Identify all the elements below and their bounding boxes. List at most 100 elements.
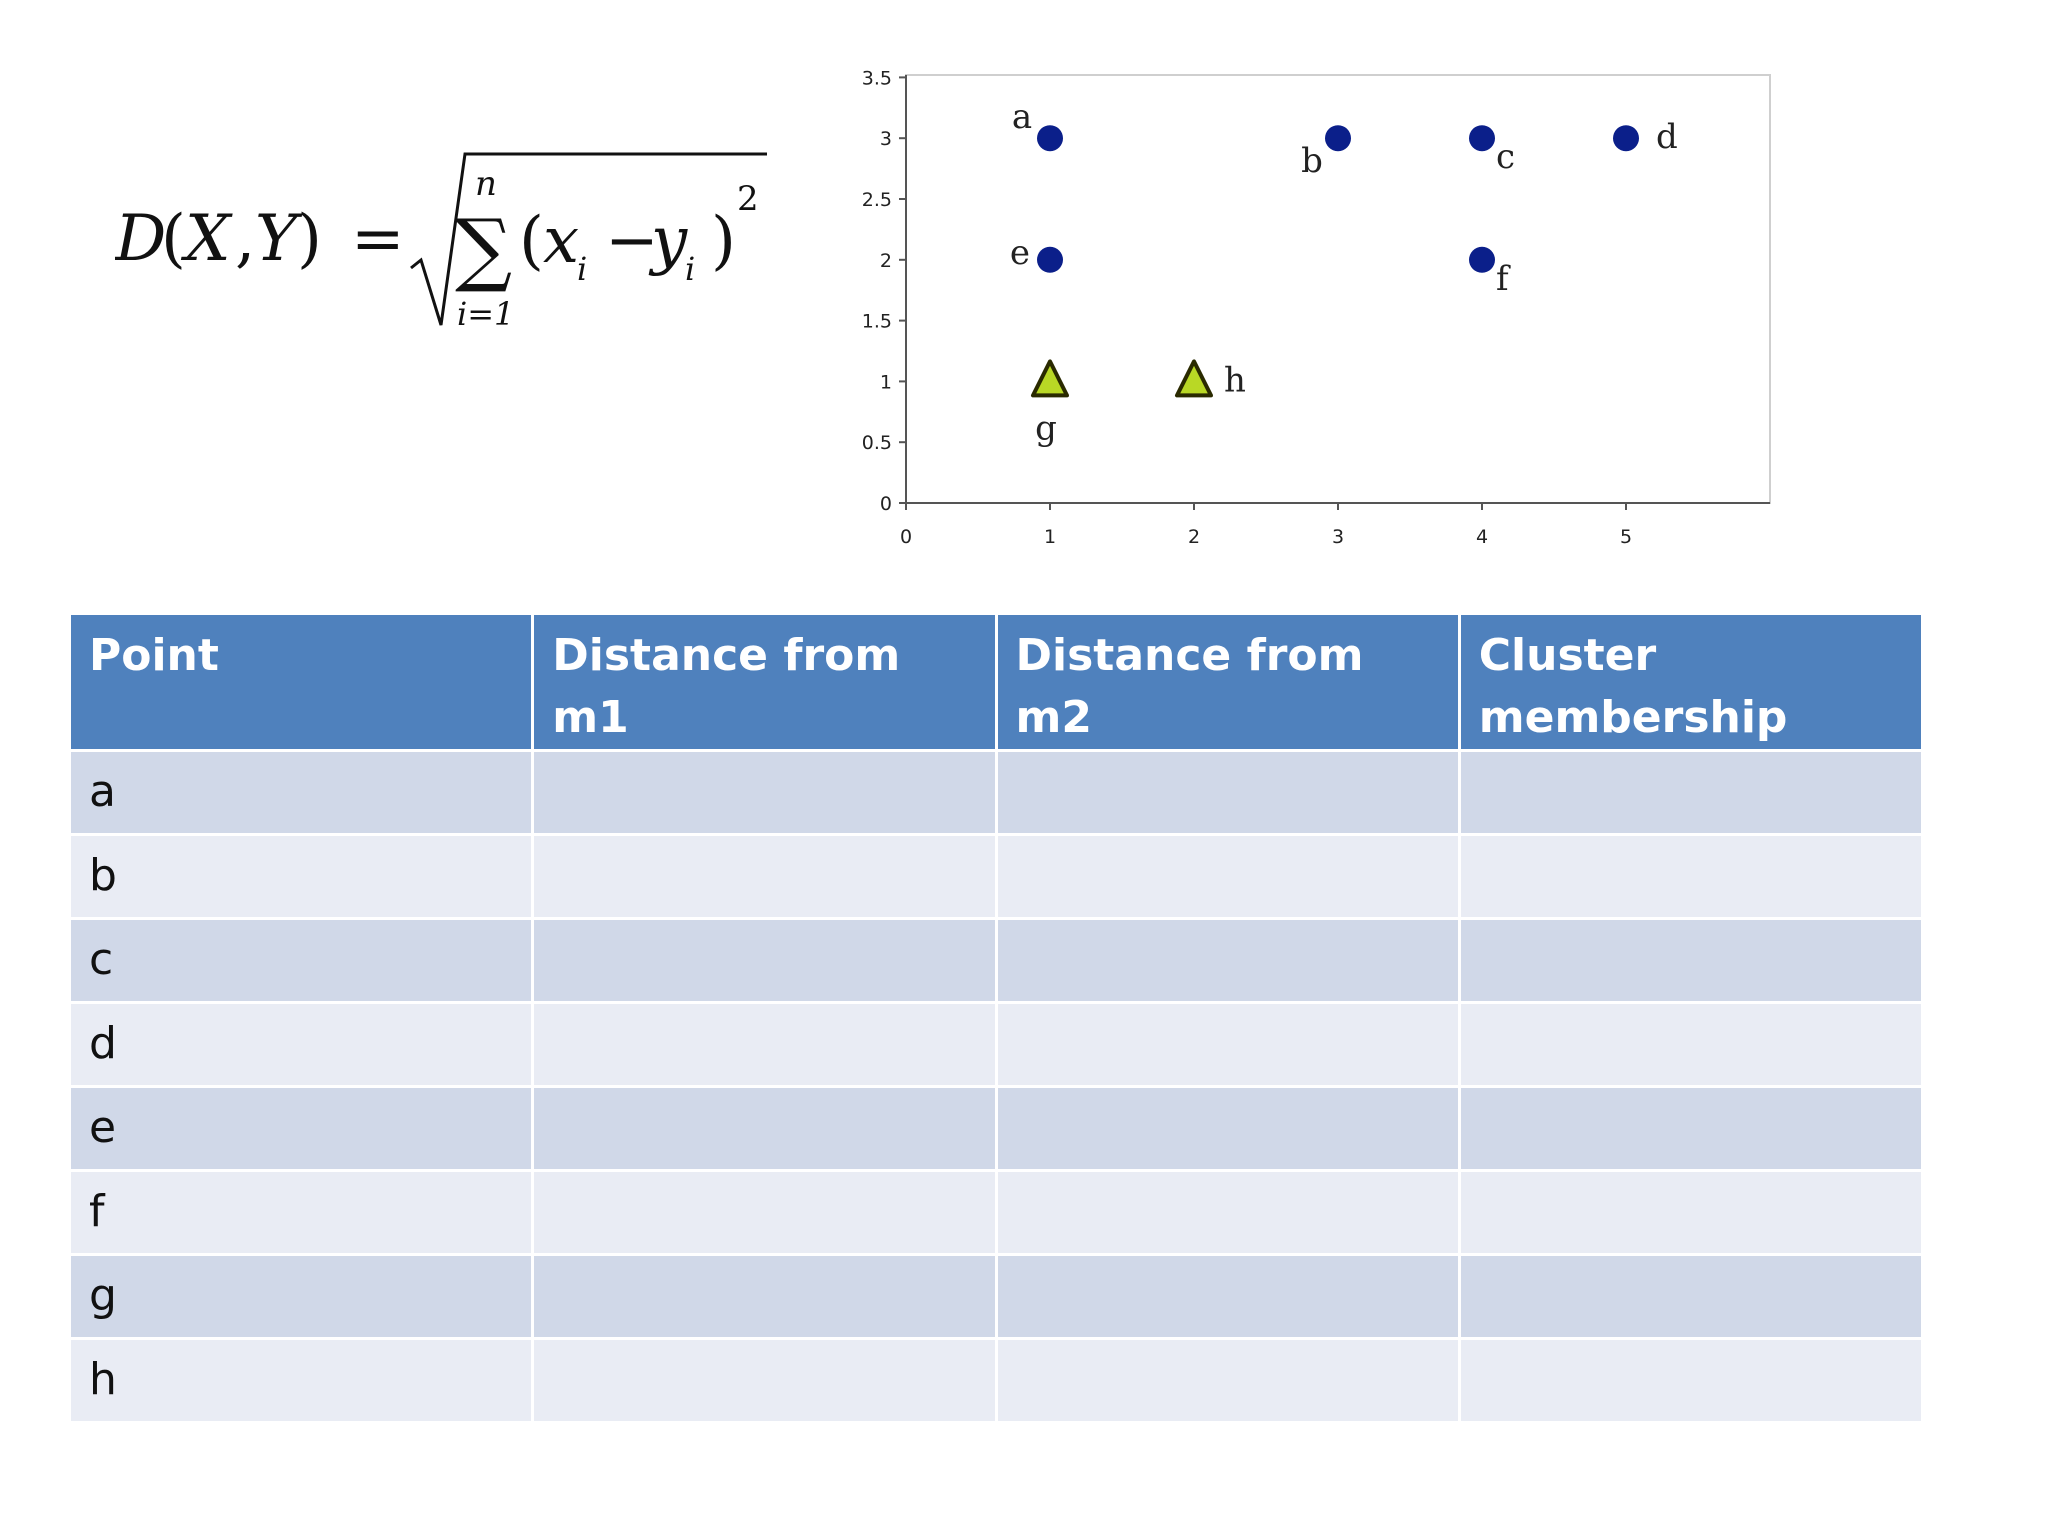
point-label-e: e: [1010, 233, 1030, 273]
y-tick-label: 1.5: [862, 311, 892, 333]
formula-term-x-subscript: i: [577, 250, 587, 288]
point-label-b: b: [1301, 141, 1323, 181]
formula-lhs-d: D: [115, 202, 166, 276]
formula-term-y: y: [648, 204, 688, 278]
x-axis-ticks: 0 1 2 3 4 5: [900, 503, 1632, 548]
point-e: [1037, 246, 1063, 273]
point-d: [1613, 125, 1639, 152]
cell-cluster-membership[interactable]: [1457, 1337, 1925, 1424]
table-row: g: [67, 1253, 1925, 1340]
cell-distance-m1[interactable]: [531, 749, 998, 836]
y-tick-label: 3.5: [862, 67, 892, 89]
point-label-a: a: [1012, 97, 1032, 137]
cell-cluster-membership[interactable]: [1457, 1001, 1925, 1088]
header-cluster-membership: Cluster membership: [1457, 612, 1925, 752]
point-h: [1175, 359, 1213, 398]
cell-point: b: [67, 833, 535, 920]
formula-term-close-paren: ): [711, 204, 736, 278]
formula-exponent: 2: [737, 179, 759, 219]
cell-distance-m2[interactable]: [994, 749, 1461, 836]
formula-sum-symbol: ∑: [455, 202, 512, 295]
cell-distance-m1[interactable]: [531, 917, 998, 1004]
x-tick-label: 4: [1476, 526, 1488, 548]
table-row: d: [67, 1001, 1925, 1088]
table-row: c: [67, 917, 1925, 1004]
cell-distance-m2[interactable]: [994, 1253, 1461, 1340]
point-c: [1469, 125, 1495, 152]
x-tick-label: 1: [1044, 526, 1056, 548]
cell-point: e: [67, 1085, 535, 1172]
header-point: Point: [67, 612, 535, 752]
cell-distance-m2[interactable]: [994, 1085, 1461, 1172]
formula-lhs-close-paren: ): [297, 202, 322, 276]
formula-sum-lower-limit: i=1: [457, 295, 514, 333]
x-tick-label: 3: [1332, 526, 1344, 548]
formula-term-x: x: [543, 204, 579, 278]
cell-distance-m1[interactable]: [531, 1337, 998, 1424]
x-tick-label: 5: [1620, 526, 1632, 548]
cell-cluster-membership[interactable]: [1457, 833, 1925, 920]
distance-table-container: Point Distance from m1 Distance from m2 …: [67, 612, 1925, 1424]
cell-point: h: [67, 1337, 535, 1424]
cell-point: c: [67, 917, 535, 1004]
cell-point: d: [67, 1001, 535, 1088]
table-row: e: [67, 1085, 1925, 1172]
y-axis-ticks: 0 0.5 1 1.5 2 2.5 3 3.5: [862, 67, 906, 515]
cell-point: f: [67, 1169, 535, 1256]
cell-distance-m2[interactable]: [994, 1337, 1461, 1424]
point-f: [1469, 246, 1495, 273]
point-label-h: h: [1224, 360, 1246, 400]
formula-lhs-y: Y: [255, 202, 303, 276]
formula-lhs-comma: ,: [235, 202, 255, 276]
point-label-f: f: [1496, 259, 1511, 299]
y-tick-label: 2.5: [862, 189, 892, 211]
y-tick-label: 2: [880, 250, 892, 272]
cell-distance-m2[interactable]: [994, 1001, 1461, 1088]
formula-equals: =: [351, 202, 405, 276]
cell-distance-m1[interactable]: [531, 833, 998, 920]
cell-cluster-membership[interactable]: [1457, 1169, 1925, 1256]
cell-cluster-membership[interactable]: [1457, 1085, 1925, 1172]
formula-sum-upper-limit: n: [475, 164, 497, 204]
y-tick-label: 1: [880, 371, 892, 393]
cell-cluster-membership[interactable]: [1457, 917, 1925, 1004]
cell-distance-m2[interactable]: [994, 1169, 1461, 1256]
cell-point: a: [67, 749, 535, 836]
scatter-plot: 0 1 2 3 4 5 0 0.5 1 1.5 2 2.5 3 3.5 a b c d e f g h: [862, 67, 1771, 548]
cell-distance-m2[interactable]: [994, 833, 1461, 920]
x-tick-label: 0: [900, 526, 912, 548]
y-tick-label: 3: [880, 128, 892, 150]
table-row: b: [67, 833, 1925, 920]
cell-distance-m1[interactable]: [531, 1001, 998, 1088]
y-tick-label: 0: [880, 493, 892, 515]
table-row: a: [67, 749, 1925, 836]
formula-lhs-open-paren: (: [161, 202, 186, 276]
cell-distance-m1[interactable]: [531, 1085, 998, 1172]
cell-cluster-membership[interactable]: [1457, 1253, 1925, 1340]
scatter-points: a b c d e f g h: [1010, 97, 1678, 448]
cell-cluster-membership[interactable]: [1457, 749, 1925, 836]
formula-term-y-subscript: i: [685, 250, 695, 288]
formula-radical-sign: [410, 152, 767, 326]
cell-point: g: [67, 1253, 535, 1340]
point-label-c: c: [1496, 137, 1515, 177]
table-row: h: [67, 1337, 1925, 1424]
cell-distance-m1[interactable]: [531, 1169, 998, 1256]
point-a: [1037, 125, 1063, 152]
table-header-row: Point Distance from m1 Distance from m2 …: [67, 612, 1925, 752]
formula-lhs-x: X: [180, 202, 233, 276]
point-label-g: g: [1035, 408, 1057, 448]
cell-distance-m2[interactable]: [994, 917, 1461, 1004]
y-tick-label: 0.5: [862, 432, 892, 454]
distance-formula: D ( X , Y ) = n ∑ i=1 ( x i − y i ) 2: [115, 152, 767, 333]
point-b: [1325, 125, 1351, 152]
distance-table: Point Distance from m1 Distance from m2 …: [67, 612, 1925, 1424]
header-distance-m2: Distance from m2: [994, 612, 1461, 752]
point-g: [1031, 359, 1069, 398]
header-distance-m1: Distance from m1: [531, 612, 998, 752]
formula-term-minus: −: [605, 204, 659, 278]
point-label-d: d: [1656, 117, 1678, 157]
cell-distance-m1[interactable]: [531, 1253, 998, 1340]
formula-term-open-paren: (: [519, 204, 544, 278]
table-row: f: [67, 1169, 1925, 1256]
